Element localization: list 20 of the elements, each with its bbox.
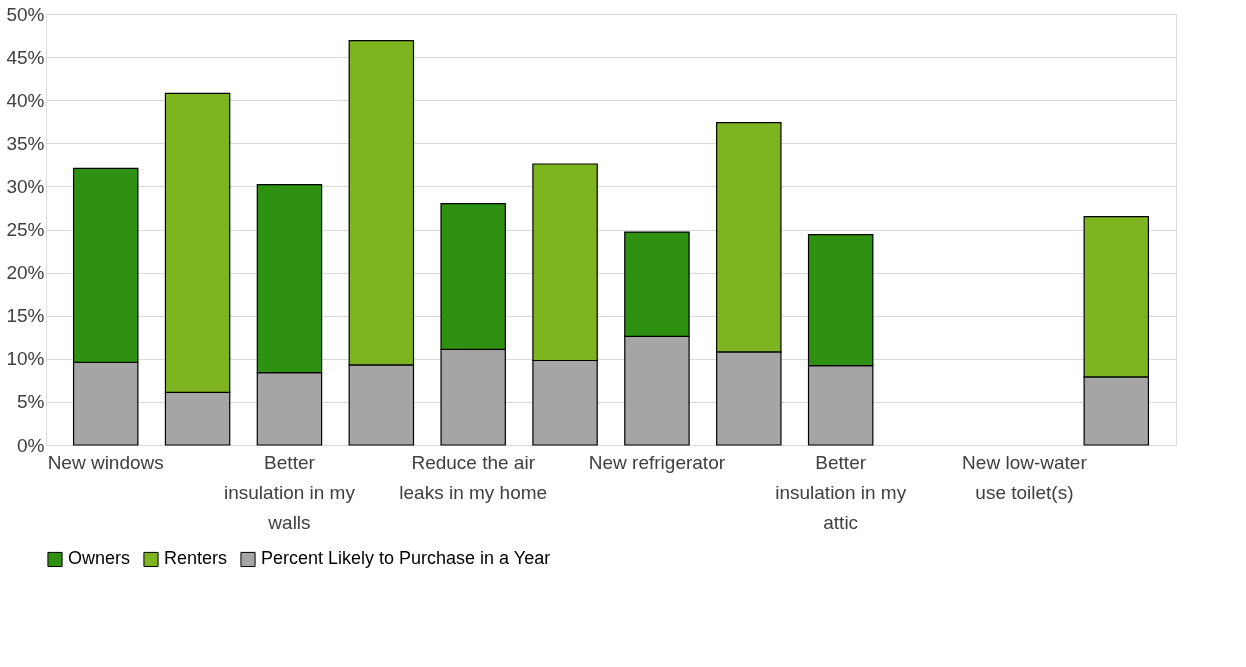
x-tick-label: New windows [47, 451, 164, 473]
x-tick-label: Reduce the air leaks in my home [399, 451, 548, 503]
y-tick-label: 5% [17, 391, 45, 413]
legend-label: Percent Likely to Purchase in a Year [261, 548, 551, 569]
y-tick-label: 35% [6, 132, 45, 154]
y-tick-label: 25% [6, 219, 45, 240]
y-tick-label: 20% [6, 262, 45, 284]
y-tick-label: 40% [6, 89, 45, 111]
y-tick-label: 45% [6, 46, 45, 68]
y-tick-label: 50% [6, 3, 45, 25]
legend-label: Renters [164, 548, 228, 569]
legend-label: Owners [68, 548, 131, 569]
y-tick-label: 0% [17, 434, 45, 456]
y-tick-label: 10% [6, 348, 45, 370]
y-tick-label: 15% [6, 305, 45, 327]
x-tick-label: New refrigerator [588, 451, 726, 473]
y-tick-label: 30% [6, 175, 45, 197]
x-tick-label: New low-water use toilet(s) [962, 451, 1088, 503]
x-tick-label: Better insulation in my walls [223, 451, 356, 533]
x-tick-label: Better insulation in my attic [775, 451, 907, 533]
